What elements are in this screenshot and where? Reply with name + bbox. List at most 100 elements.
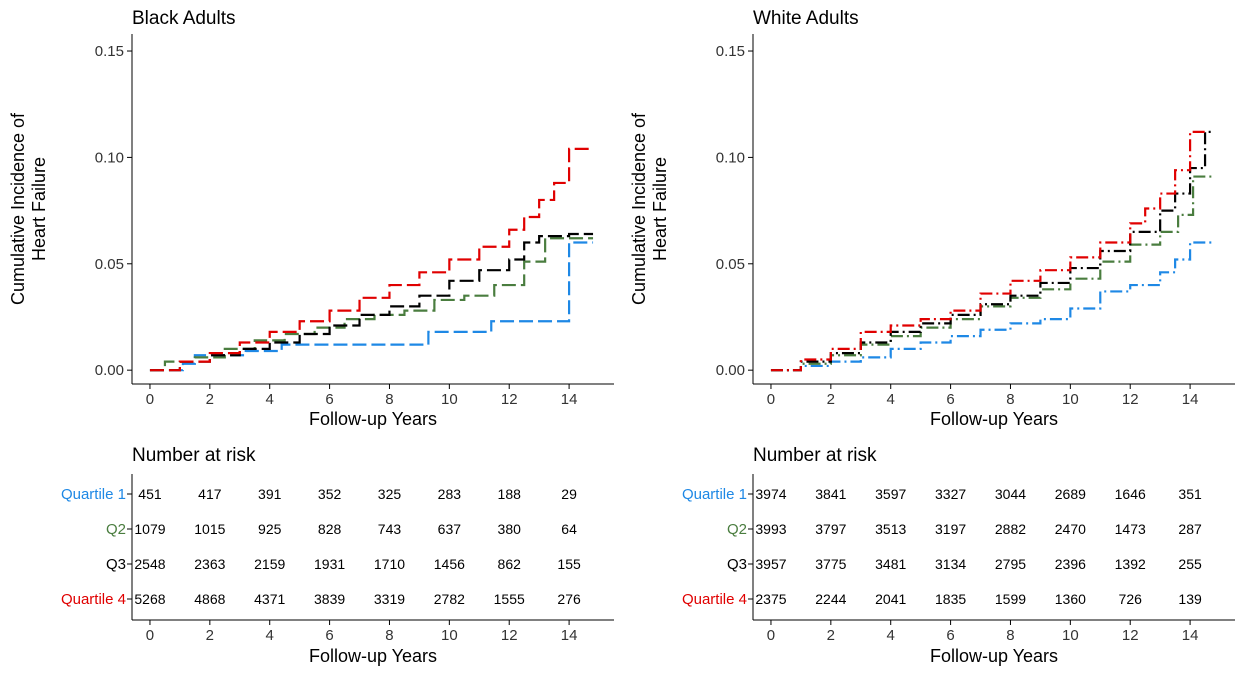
risk-count: 2375 [755, 591, 786, 607]
risk-count: 2041 [875, 591, 906, 607]
y-axis-label-line-1: Cumulative Incidence of [629, 112, 649, 305]
risk-count: 1835 [935, 591, 966, 607]
risk-count: 276 [557, 591, 581, 607]
risk-count: 2396 [1055, 556, 1086, 572]
risk-count: 2795 [995, 556, 1026, 572]
y-axis-label: Cumulative Incidence of Heart Failure [8, 112, 49, 305]
y-axis-label-line-1: Cumulative Incidence of [8, 112, 28, 305]
x-axis-label: Follow-up Years [930, 409, 1058, 429]
x-tick-label: 14 [1182, 391, 1199, 408]
risk-count: 4868 [194, 591, 225, 607]
risk-count: 1456 [434, 556, 465, 572]
risk-row-label: Q3 [106, 556, 126, 573]
chart-panel-1: White Adults 0.00 0.05 0.10 0.15 0 2 4 6 8 10 12 14 F… [629, 8, 1235, 429]
risk-row-label: Quartile 4 [682, 591, 747, 608]
risk-x-tick-label: 4 [887, 627, 895, 644]
risk-row-label: Quartile 1 [61, 486, 126, 503]
risk-count: 2470 [1055, 521, 1086, 537]
risk-count: 188 [498, 486, 522, 502]
y-tick-label: 0.00 [716, 362, 745, 379]
risk-count: 2363 [194, 556, 225, 572]
risk-count: 3839 [314, 591, 345, 607]
chart-panel-0: Black Adults 0.00 0.05 0.10 0.15 0 2 4 6 8 10 12 14 F… [8, 8, 614, 429]
risk-count: 925 [258, 521, 282, 537]
risk-x-tick-label: 14 [561, 627, 578, 644]
risk-count: 828 [318, 521, 342, 537]
risk-count: 3775 [815, 556, 846, 572]
y-tick-label: 0.15 [716, 43, 745, 60]
risk-count: 3841 [815, 486, 846, 502]
y-tick-label: 0.05 [716, 256, 745, 273]
risk-count: 3597 [875, 486, 906, 502]
risk-count: 1392 [1115, 556, 1146, 572]
x-axis-label: Follow-up Years [309, 409, 437, 429]
risk-count: 2159 [254, 556, 285, 572]
risk-count: 155 [557, 556, 581, 572]
x-tick-label: 12 [1122, 391, 1139, 408]
risk-row-label: Quartile 4 [61, 591, 126, 608]
x-tick-label: 10 [1062, 391, 1079, 408]
risk-count: 862 [498, 556, 522, 572]
risk-count: 3134 [935, 556, 966, 572]
risk-count: 5268 [134, 591, 165, 607]
risk-count: 3481 [875, 556, 906, 572]
risk-count: 4371 [254, 591, 285, 607]
risk-x-tick-label: 14 [1182, 627, 1199, 644]
chart-title: Black Adults [132, 8, 236, 29]
risk-x-axis-label: Follow-up Years [309, 646, 437, 666]
risk-count: 1931 [314, 556, 345, 572]
y-axis-label-line-2: Heart Failure [650, 157, 670, 261]
risk-table-title: Number at risk [753, 445, 877, 466]
risk-x-tick-label: 2 [206, 627, 214, 644]
risk-x-tick-label: 10 [441, 627, 458, 644]
risk-count: 3044 [995, 486, 1026, 502]
risk-count: 64 [561, 521, 577, 537]
risk-x-tick-label: 12 [1122, 627, 1139, 644]
y-tick-label: 0.05 [95, 256, 124, 273]
risk-count: 743 [378, 521, 402, 537]
risk-row-label: Quartile 1 [682, 486, 747, 503]
x-tick-label: 10 [441, 391, 458, 408]
risk-count: 391 [258, 486, 282, 502]
series-line-q2 [770, 175, 1215, 372]
x-tick-label: 4 [266, 391, 274, 408]
chart-title: White Adults [753, 8, 859, 29]
risk-count: 1079 [134, 521, 165, 537]
risk-x-tick-label: 6 [325, 627, 333, 644]
series-line-q3 [149, 232, 594, 372]
risk-x-tick-label: 6 [946, 627, 954, 644]
risk-count: 3513 [875, 521, 906, 537]
risk-x-tick-label: 4 [266, 627, 274, 644]
risk-x-axis-label: Follow-up Years [930, 646, 1058, 666]
risk-table-1: Number at risk Quartile 1 3974 3841 3597 3327… [682, 445, 1235, 666]
risk-count: 352 [318, 486, 342, 502]
risk-x-tick-label: 12 [501, 627, 518, 644]
risk-count: 1015 [194, 521, 225, 537]
series-line-quartile4 [149, 147, 594, 372]
y-axis-label: Cumulative Incidence of Heart Failure [629, 112, 670, 305]
y-axis-label-line-2: Heart Failure [29, 157, 49, 261]
risk-count: 3797 [815, 521, 846, 537]
risk-count: 726 [1119, 591, 1143, 607]
series-line-q3 [770, 130, 1215, 372]
risk-count: 380 [498, 521, 522, 537]
risk-count: 139 [1178, 591, 1202, 607]
risk-count: 325 [378, 486, 402, 502]
risk-count: 29 [561, 486, 577, 502]
risk-table-0: Number at risk Quartile 1 451 417 391 352 325 2… [61, 445, 614, 666]
risk-x-tick-label: 0 [767, 627, 775, 644]
risk-count: 255 [1178, 556, 1202, 572]
risk-count: 3197 [935, 521, 966, 537]
risk-row-label: Q3 [727, 556, 747, 573]
risk-count: 417 [198, 486, 222, 502]
risk-count: 1473 [1115, 521, 1146, 537]
risk-count: 2244 [815, 591, 846, 607]
risk-count: 637 [438, 521, 462, 537]
risk-count: 283 [438, 486, 462, 502]
y-tick-label: 0.10 [95, 149, 124, 166]
x-tick-label: 2 [206, 391, 214, 408]
x-tick-label: 6 [325, 391, 333, 408]
risk-row-label: Q2 [106, 521, 126, 538]
